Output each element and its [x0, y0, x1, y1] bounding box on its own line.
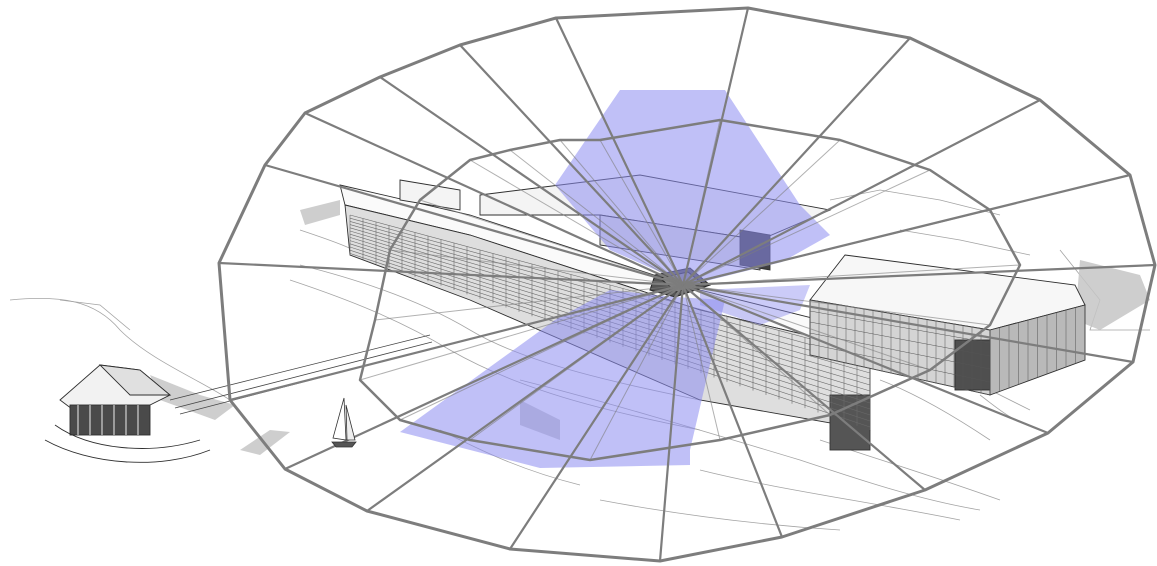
grid-ray	[682, 284, 721, 441]
grid-ray	[419, 199, 684, 286]
grid-spoke	[682, 283, 1049, 435]
grid-ray	[682, 284, 831, 416]
grid-ray	[682, 284, 931, 371]
sailboat-icon	[331, 397, 357, 448]
grid-ray	[359, 284, 684, 381]
grid-ray	[389, 249, 684, 286]
grid-spoke	[682, 284, 926, 491]
grid-spoke	[509, 284, 684, 550]
polar-grid	[217, 6, 1157, 563]
grid-ray	[682, 284, 991, 326]
grid-spoke	[682, 283, 1134, 364]
grid-ray	[599, 139, 684, 286]
grid-spoke	[366, 284, 684, 512]
grid-spoke	[229, 283, 684, 402]
grid-spoke	[379, 76, 684, 286]
grid-spoke	[682, 37, 911, 286]
grid-ray	[682, 264, 1021, 286]
highlight-sector-north	[555, 90, 830, 285]
facade-transom	[809, 321, 991, 357]
grid-spoke	[459, 44, 684, 286]
grid-ray	[682, 209, 991, 286]
grid-ray	[682, 169, 931, 286]
lattice-rail	[349, 214, 871, 356]
grid-spoke	[218, 261, 684, 287]
highlight-sector-east	[700, 285, 810, 325]
grid-ray	[509, 149, 684, 286]
grid-spoke	[555, 17, 684, 286]
grid-ray	[682, 119, 721, 286]
facade-transom	[809, 310, 991, 344]
grid-spoke	[681, 284, 784, 538]
facade-transom	[809, 343, 991, 383]
highlight-sector-south	[400, 290, 725, 468]
grid-spoke	[304, 111, 684, 287]
grid-spoke	[264, 163, 684, 287]
grid-ray	[589, 284, 684, 461]
highlighted-sectors	[400, 90, 830, 468]
facade-transom	[809, 354, 991, 396]
grid-ray	[469, 284, 684, 441]
grid-ray	[374, 284, 684, 321]
grid-spoke	[682, 99, 1041, 286]
grid-ray	[682, 139, 841, 286]
grid-ray	[399, 284, 684, 421]
east-facade-grid	[809, 299, 1086, 396]
pier-pavilion	[44, 364, 211, 463]
grid-ray	[469, 159, 684, 286]
lattice-rail	[349, 217, 871, 362]
grid-spoke	[658, 284, 685, 562]
grid-ray	[559, 139, 684, 286]
grid-spoke	[682, 263, 1156, 287]
